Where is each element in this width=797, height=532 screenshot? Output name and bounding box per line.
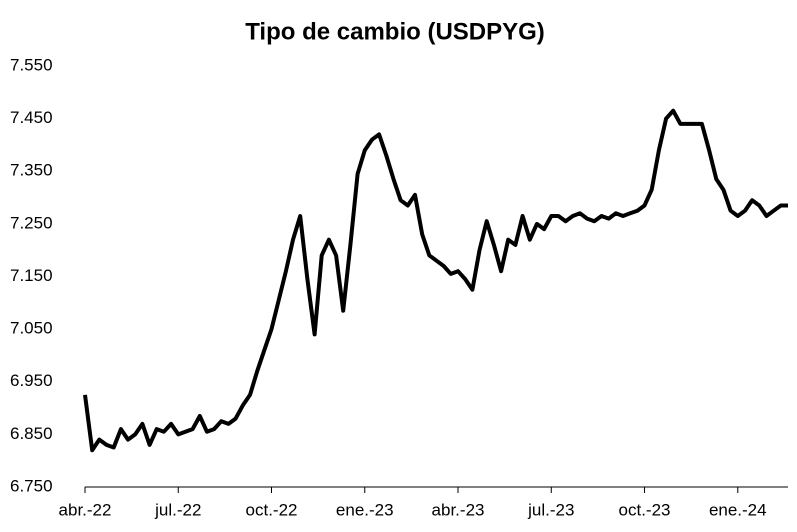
x-tick-label: oct.-23 (619, 500, 671, 519)
x-tick-label: abr.-22 (59, 500, 112, 519)
y-tick-label: 6.950 (10, 371, 53, 390)
y-tick-label: 6.850 (10, 424, 53, 443)
series-line (83, 108, 788, 453)
x-tick-label: oct.-22 (246, 500, 298, 519)
x-tick-label: jul.-23 (527, 500, 574, 519)
y-tick-label: 7.150 (10, 266, 53, 285)
x-tick-label: jul.-22 (154, 500, 201, 519)
chart-title: Tipo de cambio (USDPYG) (245, 18, 545, 45)
y-tick-label: 7.450 (10, 108, 53, 127)
y-tick-label: 6.750 (10, 476, 53, 495)
y-tick-label: 7.350 (10, 161, 53, 180)
x-tick-label: ene.-24 (709, 500, 767, 519)
x-tick-label: ene.-23 (336, 500, 394, 519)
y-tick-label: 7.250 (10, 213, 53, 232)
y-tick-label: 7.550 (10, 55, 53, 74)
y-tick-label: 7.050 (10, 319, 53, 338)
x-tick-label: abr.-23 (432, 500, 485, 519)
